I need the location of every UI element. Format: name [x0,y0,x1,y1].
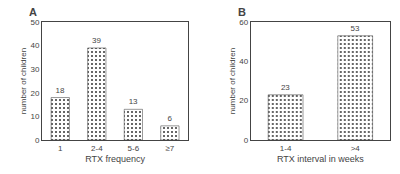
svg-text:20: 20 [239,96,248,105]
svg-text:1: 1 [58,144,63,153]
svg-text:50: 50 [30,18,39,27]
svg-text:RTX frequency: RTX frequency [85,154,145,164]
svg-text:0: 0 [35,136,40,145]
svg-text:≥7: ≥7 [165,144,174,153]
svg-text:60: 60 [239,18,248,27]
svg-text:20: 20 [30,89,39,98]
svg-text:39: 39 [92,36,101,45]
svg-text:40: 40 [239,57,248,66]
svg-text:B: B [238,6,246,18]
svg-text:53: 53 [350,24,359,33]
svg-text:>4: >4 [351,144,361,153]
svg-text:number of children: number of children [19,48,28,114]
svg-text:0: 0 [244,136,249,145]
svg-text:5-6: 5-6 [128,144,140,153]
svg-text:18: 18 [56,86,65,95]
svg-text:1-4: 1-4 [280,144,292,153]
svg-text:30: 30 [30,65,39,74]
svg-text:40: 40 [30,41,39,50]
svg-text:A: A [29,6,37,18]
svg-text:number of children: number of children [228,48,237,114]
svg-text:13: 13 [129,97,138,106]
svg-text:6: 6 [167,114,172,123]
svg-text:10: 10 [30,112,39,121]
svg-text:RTX interval in weeks: RTX interval in weeks [277,154,364,164]
svg-text:2-4: 2-4 [91,144,103,153]
svg-text:23: 23 [281,83,290,92]
